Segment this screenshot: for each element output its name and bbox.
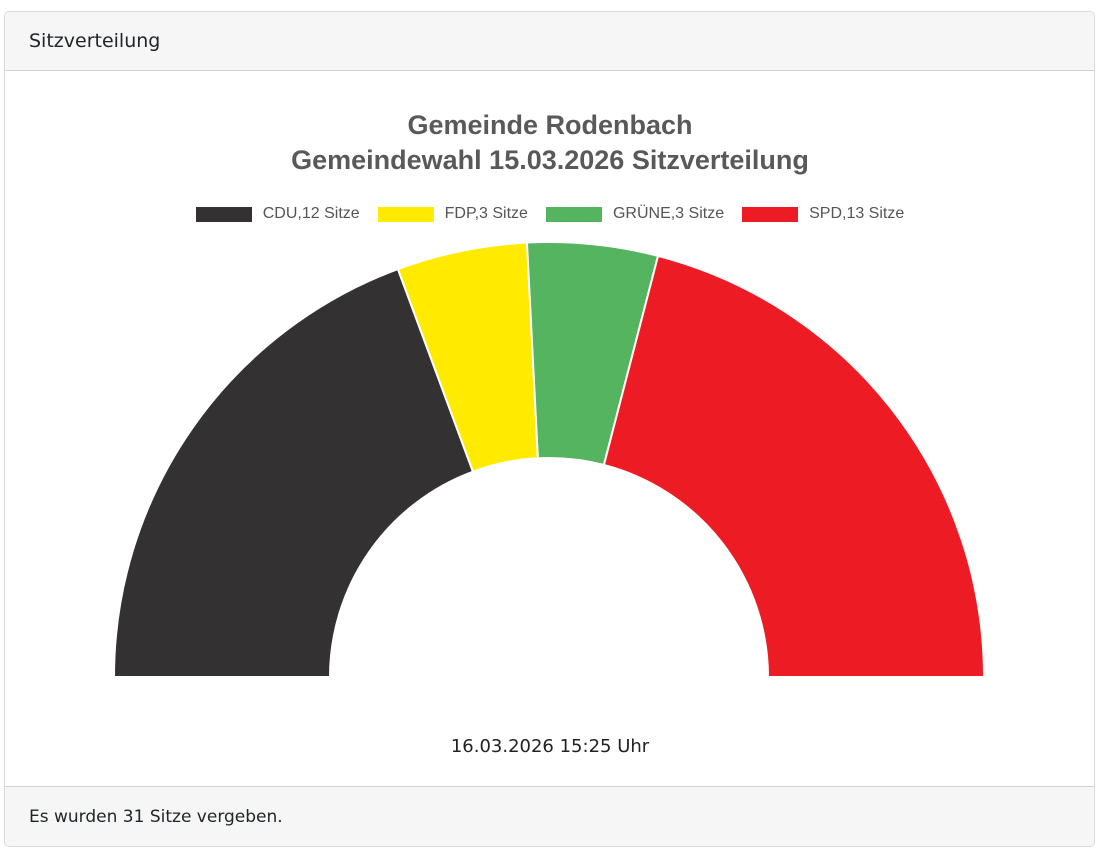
card-header: Sitzverteilung <box>5 12 1094 71</box>
card-footer: Es wurden 31 Sitze vergeben. <box>5 786 1094 846</box>
legend-item-cdu[interactable]: CDU,12 Sitze <box>195 205 360 223</box>
legend-label: GRÜNE,3 Sitze <box>612 205 725 222</box>
chart-legend: CDU,12 Sitze FDP,3 Sitze GRÜNE,3 Sitze SPD,… <box>0 205 1100 223</box>
legend-label: SPD,13 Sitze <box>809 205 905 222</box>
chart-title-line1: Gemeinde Rodenbach <box>407 110 693 140</box>
card-title: Sitzverteilung <box>29 30 161 52</box>
chart-title-line2: Gemeindewahl 15.03.2026 Sitzverteilung <box>291 145 809 175</box>
legend-label: FDP,3 Sitze <box>444 205 528 222</box>
legend-swatch <box>742 206 799 222</box>
legend-label: CDU,12 Sitze <box>262 205 360 222</box>
seat-segment-spd[interactable] <box>602 254 986 678</box>
legend-item-spd[interactable]: SPD,13 Sitze <box>742 205 904 223</box>
legend-swatch <box>545 206 602 222</box>
legend-item-grüne[interactable]: GRÜNE,3 Sitze <box>545 205 725 223</box>
seats-summary: Es wurden 31 Sitze vergeben. <box>29 806 283 827</box>
legend-swatch <box>377 206 434 222</box>
legend-item-fdp[interactable]: FDP,3 Sitze <box>377 205 528 223</box>
chart-timestamp: 16.03.2026 15:25 Uhr <box>450 736 650 757</box>
seat-segment-cdu[interactable] <box>112 267 475 678</box>
seat-distribution-card: Sitzverteilung Es wurden 31 Sitze vergeb… <box>4 11 1095 847</box>
legend-swatch <box>195 206 252 222</box>
